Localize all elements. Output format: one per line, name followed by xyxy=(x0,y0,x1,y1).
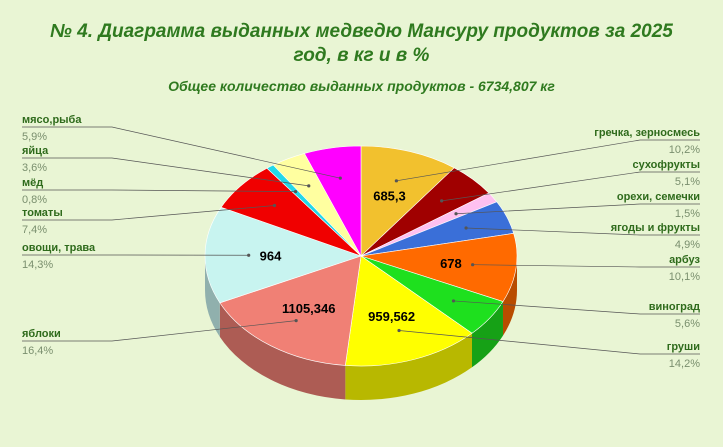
slice-pct-яйца: 3,6% xyxy=(22,162,47,174)
slice-pct-мёд: 0,8% xyxy=(22,194,47,206)
slice-pct-ягоды-и-фрукты: 4,9% xyxy=(675,239,700,251)
chart-title: № 4. Диаграмма выданных медведю Мансуру … xyxy=(0,20,723,68)
pie-side-арбуз xyxy=(502,256,517,336)
slice-pct-яблоки: 16,4% xyxy=(22,345,53,357)
pie-slice-яблоки xyxy=(219,255,362,366)
pie-slice-арбуз xyxy=(360,233,518,302)
leader-line-мясо-рыба xyxy=(22,126,341,179)
value-label-овощи-трава: 964 xyxy=(260,248,282,263)
slice-name-мясо-рыба: мясо,рыба xyxy=(22,114,82,126)
leader-line-гречка-зерносмесь xyxy=(396,139,700,182)
leader-dot-орехи-семечки xyxy=(454,212,458,216)
leader-dot-яйца xyxy=(307,184,311,188)
leader-dot-арбуз xyxy=(471,263,475,267)
leader-line-мёд xyxy=(22,189,296,192)
leader-line-виноград xyxy=(453,300,700,315)
slice-name-орехи-семечки: орехи, семечки xyxy=(617,191,700,203)
leader-dot-сухофрукты xyxy=(440,199,444,203)
slice-name-виноград: виноград xyxy=(649,301,700,313)
leader-line-груши xyxy=(399,330,700,355)
pie-side-виноград xyxy=(471,301,503,368)
leader-line-орехи-семечки xyxy=(456,203,700,215)
leader-dot-гречка-зерносмесь xyxy=(394,179,398,183)
leader-line-яйца xyxy=(22,157,309,187)
slice-name-овощи-трава: овощи, трава xyxy=(22,242,96,254)
leader-dot-томаты xyxy=(272,203,277,208)
pie-side-груши xyxy=(345,333,472,400)
value-label-гречка-зерносмесь: 685,3 xyxy=(373,188,406,203)
slice-name-томаты: томаты xyxy=(22,207,63,219)
slice-pct-груши: 14,2% xyxy=(669,358,700,370)
slice-pct-сухофрукты: 5,1% xyxy=(675,176,700,188)
value-label-арбуз: 678 xyxy=(440,256,462,271)
slice-name-гречка-зерносмесь: гречка, зерносмесь xyxy=(594,127,700,139)
leader-line-ягоды-и-фрукты xyxy=(466,227,700,236)
pie-slice-гречка-зерносмесь xyxy=(360,145,455,257)
slice-name-арбуз: арбуз xyxy=(669,254,700,266)
slice-name-ягоды-и-фрукты: ягоды и фрукты xyxy=(611,222,700,234)
leader-line-арбуз xyxy=(472,264,700,268)
pie-slice-груши xyxy=(345,255,473,367)
chart-title-line2: год, в кг и в % xyxy=(293,45,430,66)
leader-line-яблоки xyxy=(22,320,297,342)
slice-name-яйца: яйца xyxy=(22,145,49,157)
slice-pct-гречка-зерносмесь: 10,2% xyxy=(669,144,700,156)
pie-top xyxy=(204,145,518,367)
slice-name-мёд: мёд xyxy=(22,177,43,189)
leader-line-томаты xyxy=(22,205,275,221)
leader-dot-яблоки xyxy=(294,319,298,323)
value-label-груши: 959,562 xyxy=(368,309,415,324)
pie-callouts: гречка, зерносмесь 10,2% сухофрукты 5,1% оре… xyxy=(22,114,701,370)
slice-pct-виноград: 5,6% xyxy=(675,318,700,330)
chart-subtitle: Общее количество выданных продуктов - 67… xyxy=(168,78,555,94)
slice-name-сухофрукты: сухофрукты xyxy=(632,159,700,171)
slice-name-яблоки: яблоки xyxy=(22,328,61,340)
leader-dot-виноград xyxy=(451,299,456,303)
leader-dot-овощи-трава xyxy=(247,253,251,257)
leader-dot-ягоды-и-фрукты xyxy=(464,226,468,230)
value-label-яблоки: 1105,346 xyxy=(282,301,336,316)
pie-side-овощи-трава xyxy=(205,256,220,337)
slice-name-груши: груши xyxy=(667,341,700,353)
leader-dot-мёд xyxy=(293,190,298,194)
slice-pct-мясо-рыба: 5,9% xyxy=(22,131,47,143)
slice-pct-орехи-семечки: 1,5% xyxy=(675,208,700,220)
slice-pct-томаты: 7,4% xyxy=(22,224,47,236)
pie-value-labels: 685,3 678 959,562 1105,346 964 xyxy=(260,188,462,324)
leader-line-сухофрукты xyxy=(441,171,700,202)
slice-pct-овощи-трава: 14,3% xyxy=(22,259,53,271)
leader-dot-мясо-рыба xyxy=(338,176,342,180)
chart-title-line1: № 4. Диаграмма выданных медведю Мансуру … xyxy=(50,21,673,42)
slice-pct-арбуз: 10,1% xyxy=(669,271,700,283)
leader-dot-груши xyxy=(397,328,401,333)
